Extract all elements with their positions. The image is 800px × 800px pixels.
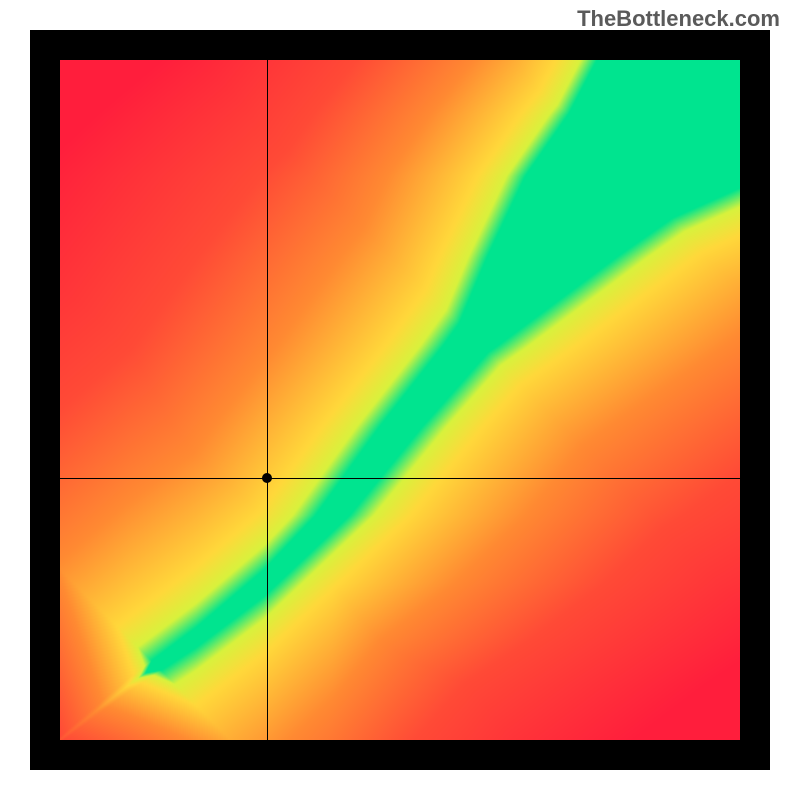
- root-container: TheBottleneck.com: [0, 0, 800, 800]
- crosshair-horizontal: [60, 478, 740, 479]
- heatmap-canvas: [60, 60, 740, 740]
- plot-area: [60, 60, 740, 740]
- crosshair-vertical: [267, 60, 268, 740]
- selection-marker: [262, 473, 272, 483]
- watermark-text: TheBottleneck.com: [577, 6, 780, 32]
- outer-black-frame: [30, 30, 770, 770]
